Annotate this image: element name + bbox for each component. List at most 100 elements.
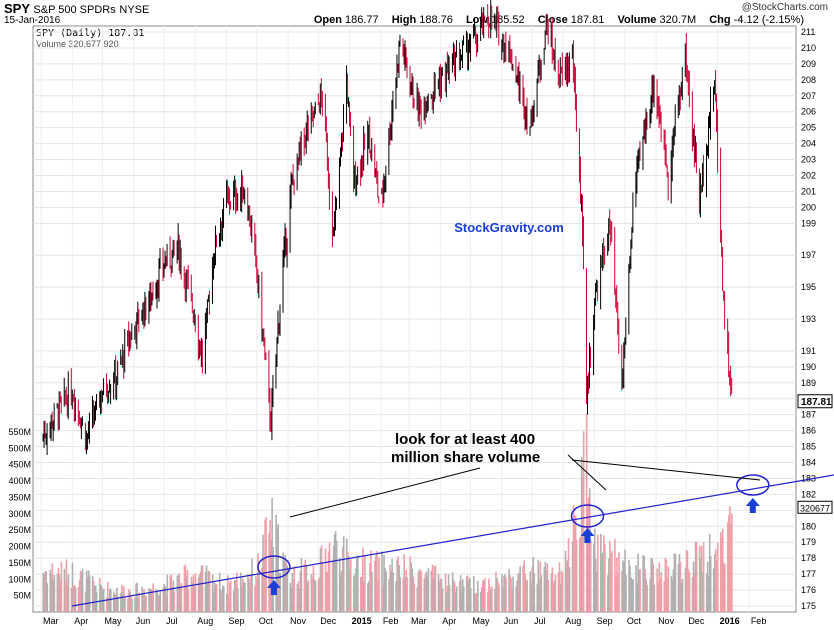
volume-bar xyxy=(496,577,498,612)
volume-bar xyxy=(244,582,246,612)
volume-bar xyxy=(117,596,119,612)
volume-bar xyxy=(707,575,710,612)
volume-bar xyxy=(552,583,555,612)
volume-bar xyxy=(192,574,195,612)
date-tick-label: Jul xyxy=(534,616,546,626)
volume-bar xyxy=(332,545,335,612)
open-label: Open xyxy=(313,14,342,26)
volume-bar xyxy=(608,558,610,612)
volume-bar xyxy=(580,457,583,612)
volume-bar xyxy=(438,581,441,612)
volume-bar xyxy=(331,561,334,612)
volume-bar xyxy=(235,580,237,612)
volume-bar xyxy=(213,582,216,612)
annotation-line-2: million share volume xyxy=(391,449,540,466)
volume-bar xyxy=(159,590,162,612)
volume-bar xyxy=(672,569,675,612)
volume-bar xyxy=(564,550,567,612)
volume-bar xyxy=(368,581,370,612)
up-arrow-icon xyxy=(580,528,595,543)
volume-bar xyxy=(460,593,463,612)
volume-bar xyxy=(504,574,506,612)
volume-bar xyxy=(653,584,656,612)
volume-bar xyxy=(509,575,511,612)
date-tick-label: Apr xyxy=(442,616,456,626)
volume-bar xyxy=(448,585,451,612)
brand-link[interactable]: @StockCharts.com xyxy=(741,2,828,13)
volume-bar xyxy=(671,580,674,612)
volume-bar xyxy=(695,542,698,612)
volume-bar xyxy=(85,570,88,612)
volume-bar xyxy=(660,572,663,612)
volume-bar xyxy=(447,574,450,612)
spike-ellipse-aug-2015 xyxy=(570,504,605,528)
volume-bar xyxy=(364,554,366,612)
volume-bar xyxy=(680,582,683,612)
volume-bar xyxy=(723,562,725,612)
volume-bar xyxy=(73,584,76,612)
volume-legend-label: Volume 320,677,920 xyxy=(36,39,119,49)
volume-bar xyxy=(663,581,666,612)
volume-bar xyxy=(105,597,108,612)
volume-bar xyxy=(705,573,708,612)
volume-label: Volume xyxy=(617,14,657,26)
volume-bar xyxy=(474,593,477,612)
volume-bar xyxy=(363,582,365,612)
price-tick-label: 209 xyxy=(801,59,816,69)
volume-bar xyxy=(164,586,167,612)
price-tick-label: 201 xyxy=(801,186,816,196)
volume-bar xyxy=(405,569,408,612)
price-tick-label: 180 xyxy=(801,521,816,531)
volume-bar xyxy=(208,571,211,612)
volume-bar xyxy=(693,572,696,612)
volume-bar xyxy=(551,567,554,612)
volume-bar xyxy=(685,549,688,612)
price-tick-label: 175 xyxy=(801,601,816,611)
volume-bar xyxy=(297,581,300,612)
volume-bar xyxy=(248,578,250,612)
up-arrow-icon xyxy=(745,498,760,513)
date-tick-label: Nov xyxy=(290,616,307,626)
volume-bar xyxy=(214,584,217,612)
volume-bar xyxy=(148,588,150,612)
volume-bar xyxy=(561,572,564,612)
volume-bar xyxy=(60,561,63,612)
volume-bar xyxy=(170,574,173,612)
volume-bar xyxy=(184,564,187,612)
volume-bar xyxy=(212,592,215,612)
volume-bar xyxy=(418,569,421,612)
date-tick-label: Jun xyxy=(504,616,519,626)
volume-bar xyxy=(706,561,709,612)
volume-bar xyxy=(709,556,712,612)
volume-bar xyxy=(728,515,730,612)
volume-bar xyxy=(46,583,49,612)
price-tick-label: 211 xyxy=(801,27,815,37)
volume-bar xyxy=(225,593,228,612)
price-tick-label: 205 xyxy=(801,123,816,133)
volume-bar xyxy=(52,580,55,612)
volume-bar xyxy=(388,579,390,612)
volume-tick-label: 500M xyxy=(8,443,31,453)
volume-bar xyxy=(484,578,486,612)
high-value: 188.76 xyxy=(419,14,453,26)
volume-bar xyxy=(529,571,532,612)
volume-bar xyxy=(427,568,430,612)
volume-bar xyxy=(261,568,263,612)
volume-bar xyxy=(300,558,303,612)
volume-bar xyxy=(206,584,209,612)
volume-bar xyxy=(410,562,413,612)
volume-tick-label: 450M xyxy=(8,460,31,470)
date-tick-label: Oct xyxy=(259,616,274,626)
volume-bar xyxy=(466,575,469,612)
volume-tick-label: 300M xyxy=(8,509,31,519)
volume-bar xyxy=(465,576,468,612)
volume-bar xyxy=(298,588,301,612)
volume-bar xyxy=(454,592,457,612)
volume-bar xyxy=(623,562,625,612)
volume-bar xyxy=(299,571,302,612)
volume-bar xyxy=(670,575,673,612)
volume-bar xyxy=(179,586,182,612)
volume-tick-label: 150M xyxy=(8,558,31,568)
volume-bar xyxy=(713,554,716,612)
price-candles xyxy=(42,0,733,456)
